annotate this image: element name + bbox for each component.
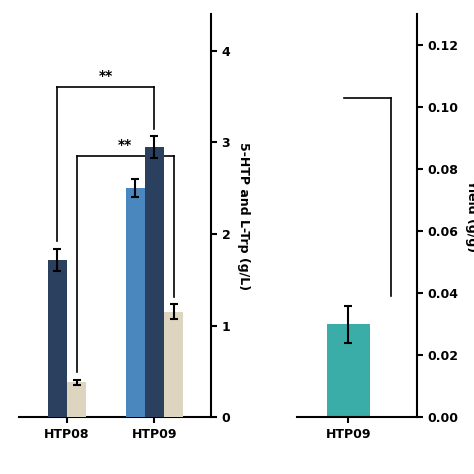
Bar — [48, 260, 67, 417]
Text: **: ** — [99, 69, 113, 83]
Y-axis label: 5-HTP and L-Trp (g/L): 5-HTP and L-Trp (g/L) — [237, 142, 250, 290]
Text: **: ** — [118, 137, 132, 152]
Y-axis label: Yield (g/g): Yield (g/g) — [465, 179, 474, 252]
Bar — [327, 324, 370, 417]
Bar — [145, 147, 164, 417]
Bar — [67, 383, 86, 417]
Bar — [126, 188, 145, 417]
Bar — [164, 312, 183, 417]
